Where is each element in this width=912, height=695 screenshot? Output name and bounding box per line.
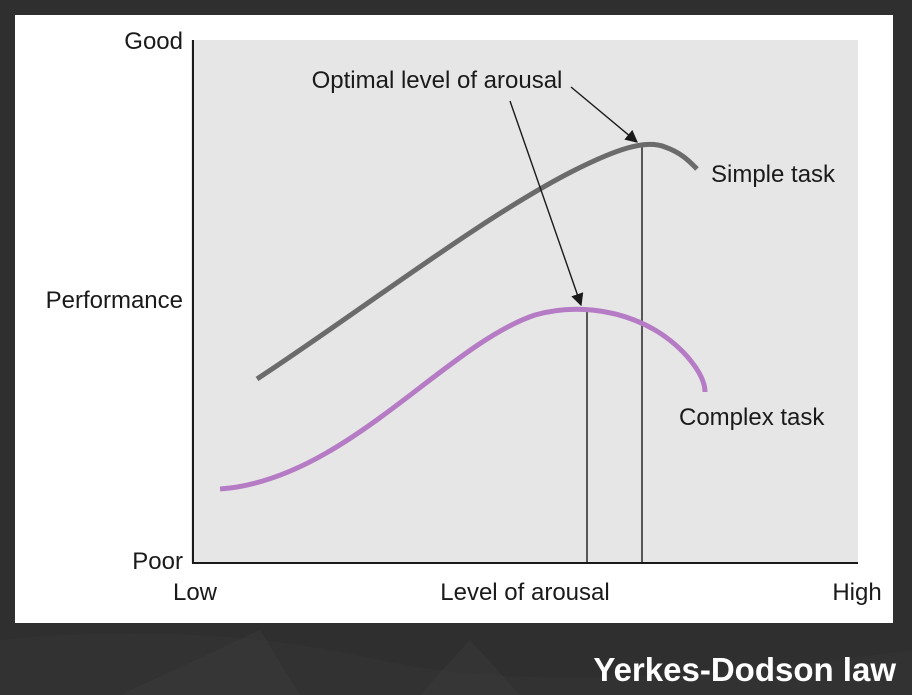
complex-task-label: Complex task [679, 404, 825, 431]
x-axis-low-label: Low [173, 579, 218, 606]
diagram-card: Good Performance Poor Low Level of arous… [15, 15, 893, 623]
plot-area [191, 40, 858, 563]
simple-task-label: Simple task [711, 161, 836, 188]
slide-title: Yerkes-Dodson law [593, 651, 896, 688]
annotation-arrow-complex [509, 100, 584, 307]
complex-task-curve [219, 306, 708, 492]
y-axis-good-label: Good [124, 28, 183, 55]
x-axis-high-label: High [832, 579, 881, 606]
simple-task-curve [255, 141, 699, 382]
annotation-arrow-simple [570, 86, 638, 143]
optimal-arousal-annotation: Optimal level of arousal [312, 67, 563, 94]
x-axis-title: Level of arousal [440, 579, 609, 606]
y-axis-poor-label: Poor [132, 548, 183, 575]
yerkes-dodson-diagram: Good Performance Poor Low Level of arous… [46, 28, 882, 606]
y-axis-title: Performance [46, 287, 183, 314]
